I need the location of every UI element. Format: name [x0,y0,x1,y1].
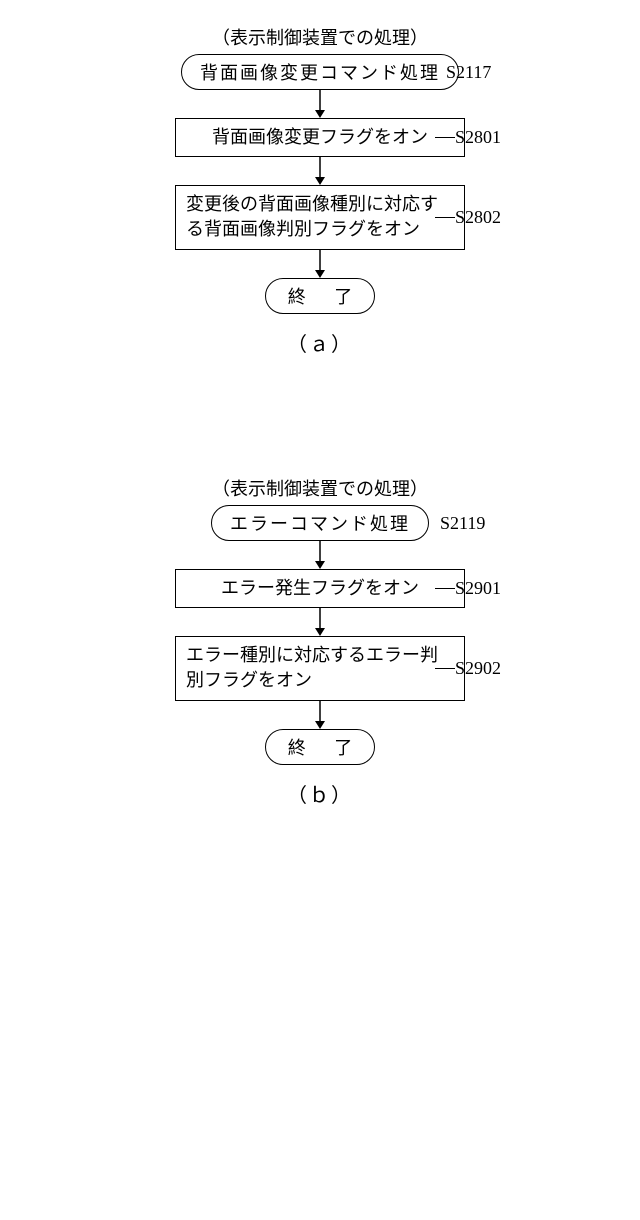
flowchart-a-p1: 背面画像変更フラグをオン [175,118,465,157]
flowchart-a-start: 背面画像変更コマンド処理 [181,54,459,90]
flowchart-a-p1-step: S2801 [455,127,501,148]
flowchart-a-start-step: S2117 [446,62,491,83]
flowchart-b-p1-row: エラー発生フラグをオン S2901 [0,569,640,608]
connector [435,668,455,669]
arrow [0,701,640,729]
flowchart-b-p2: エラー種別に対応するエラー判別フラグをオン [175,636,465,700]
flowchart-b-end: 終 了 [265,729,376,765]
flowchart-b-start: エラーコマンド処理 [211,505,429,541]
flowchart-b-header: （表示制御装置での処理） [0,475,640,501]
flowchart-b-p2-step: S2902 [455,658,501,679]
flowchart-a-start-row: 背面画像変更コマンド処理 S2117 [0,54,640,90]
arrow [0,157,640,185]
flowchart-b-start-row: エラーコマンド処理 S2119 [0,505,640,541]
flowchart-a: （表示制御装置での処理） 背面画像変更コマンド処理 S2117 背面画像変更フラ… [0,24,640,357]
flowchart-a-header: （表示制御装置での処理） [0,24,640,50]
flowchart-a-p1-row: 背面画像変更フラグをオン S2801 [0,118,640,157]
flowchart-b-end-row: 終 了 [0,729,640,765]
flowchart-b-p1-step: S2901 [455,578,501,599]
flowchart-b-p1: エラー発生フラグをオン [175,569,465,608]
flowchart-a-end: 終 了 [265,278,376,314]
flowchart-a-p2: 変更後の背面画像種別に対応する背面画像判別フラグをオン [175,185,465,249]
flowchart-b-p2-row: エラー種別に対応するエラー判別フラグをオン S2902 [0,636,640,700]
flowchart-a-sublabel: （ａ） [0,328,640,357]
flowchart-a-p2-row: 変更後の背面画像種別に対応する背面画像判別フラグをオン S2802 [0,185,640,249]
arrow [0,90,640,118]
flowchart-b: （表示制御装置での処理） エラーコマンド処理 S2119 エラー発生フラグをオン… [0,475,640,808]
flowchart-b-start-step: S2119 [440,513,485,534]
connector [435,137,455,138]
arrow [0,608,640,636]
arrow [0,250,640,278]
connector [435,588,455,589]
flowchart-a-end-row: 終 了 [0,278,640,314]
flowchart-b-sublabel: （ｂ） [0,779,640,808]
connector [435,217,455,218]
flowchart-a-p2-step: S2802 [455,207,501,228]
arrow [0,541,640,569]
